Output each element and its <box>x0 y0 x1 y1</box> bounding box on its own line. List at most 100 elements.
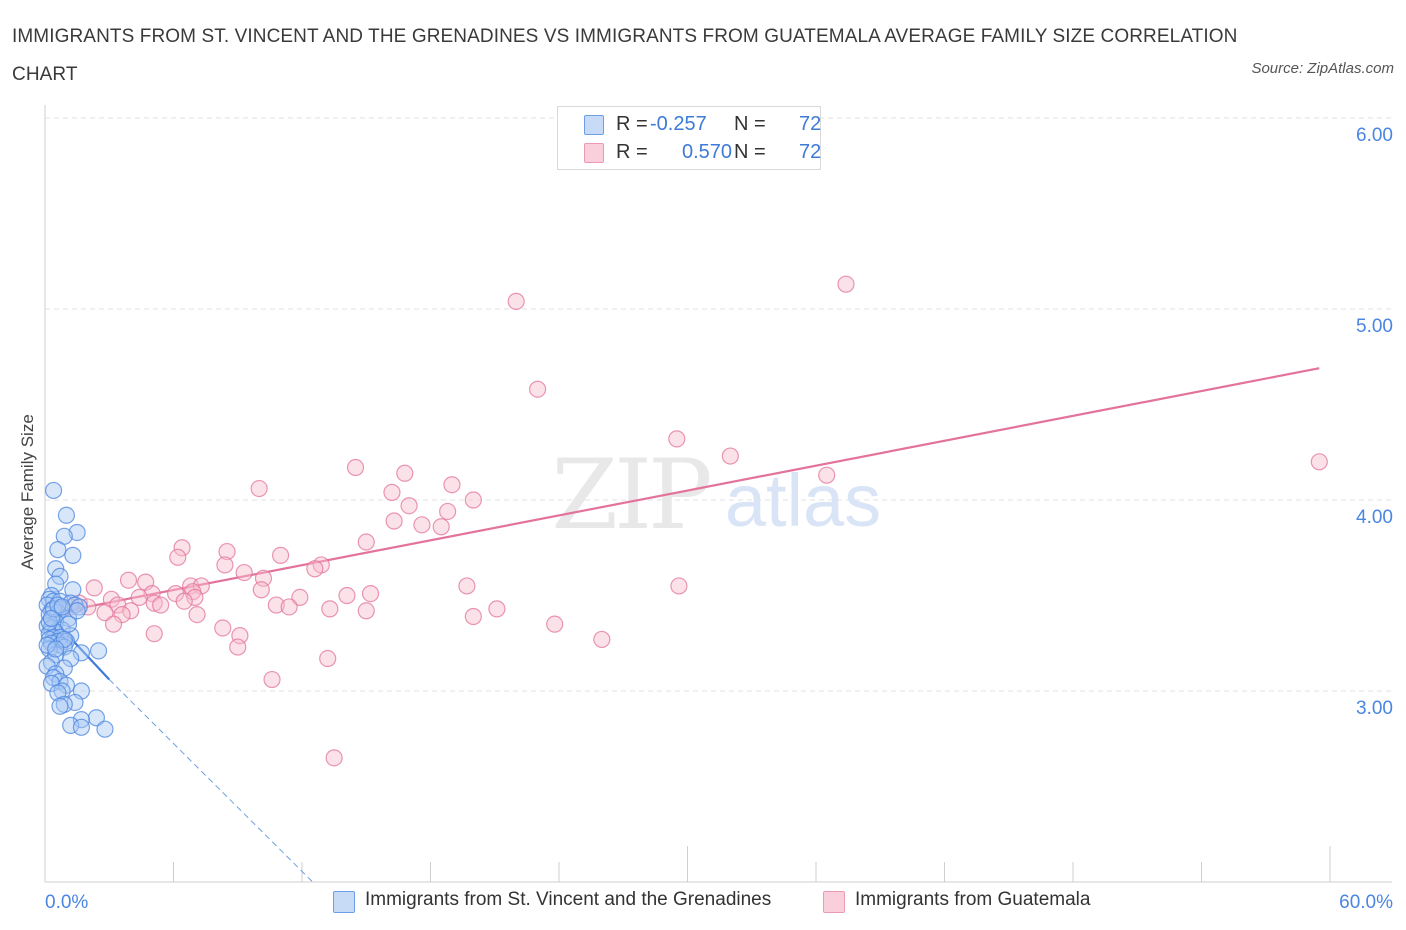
point-guatemala <box>130 588 148 607</box>
point-guatemala <box>670 577 688 595</box>
point-guatemala <box>291 588 309 607</box>
trend-line-guatemala <box>66 367 1320 612</box>
point-guatemala <box>96 604 114 622</box>
point-guatemala <box>263 670 281 689</box>
point-guatemala <box>593 630 611 649</box>
y-tick-label: 4.00 <box>1356 507 1393 528</box>
r-label: R = <box>616 113 648 135</box>
point-guatemala <box>668 430 686 448</box>
point-guatemala <box>175 592 193 610</box>
point-guatemala <box>145 594 163 612</box>
point-guatemala <box>400 497 418 515</box>
legend-swatch-blue <box>584 115 604 135</box>
r-value: -0.257 <box>650 113 707 135</box>
point-guatemala <box>250 479 268 498</box>
point-st-vincent <box>44 481 63 500</box>
point-guatemala <box>152 596 170 614</box>
point-guatemala <box>122 602 140 620</box>
point-guatemala <box>721 447 739 465</box>
point-st-vincent <box>51 697 69 715</box>
point-guatemala <box>507 292 525 310</box>
trend-line-st-vincent-extension <box>108 679 314 883</box>
y-tick-label: 5.00 <box>1356 316 1393 337</box>
point-guatemala <box>443 476 461 494</box>
r-label: R = <box>616 141 648 163</box>
point-guatemala <box>464 491 482 509</box>
point-st-vincent <box>96 720 114 738</box>
point-st-vincent <box>53 598 71 616</box>
point-guatemala <box>319 649 337 668</box>
point-st-vincent <box>62 716 80 734</box>
point-st-vincent <box>38 636 56 654</box>
point-guatemala <box>413 516 431 534</box>
point-st-vincent <box>87 709 106 727</box>
point-guatemala <box>235 563 253 582</box>
point-guatemala <box>546 615 564 633</box>
n-value: 72 <box>799 141 822 163</box>
point-guatemala <box>528 380 547 398</box>
legend-label: Immigrants from St. Vincent and the Gren… <box>365 889 772 910</box>
legend-swatch-pink <box>823 891 845 913</box>
point-guatemala <box>385 512 403 530</box>
axes <box>44 105 1392 883</box>
point-st-vincent <box>68 523 86 542</box>
point-guatemala <box>488 600 506 618</box>
legend-label: Immigrants from Guatemala <box>855 889 1091 910</box>
svg-text:atlas: atlas <box>725 459 881 542</box>
point-guatemala <box>85 579 103 597</box>
grid <box>45 117 1392 692</box>
svg-text:ZIP: ZIP <box>551 439 710 551</box>
point-st-vincent <box>59 615 78 633</box>
point-guatemala <box>186 588 204 607</box>
n-label: N = <box>734 141 766 163</box>
point-guatemala <box>396 464 414 482</box>
point-guatemala <box>361 584 380 603</box>
point-guatemala <box>119 571 138 589</box>
y-tick-label: 3.00 <box>1356 698 1393 719</box>
point-st-vincent <box>57 506 76 524</box>
point-guatemala <box>218 542 236 561</box>
point-guatemala <box>267 596 285 614</box>
trend-line-st-vincent <box>44 610 111 681</box>
tick-labels: 3.00 4.00 5.00 6.00 0.0% 60.0% <box>45 125 1393 913</box>
point-guatemala <box>188 605 206 624</box>
point-guatemala <box>145 625 163 643</box>
point-guatemala <box>357 533 375 551</box>
point-st-vincent <box>49 541 67 559</box>
source-label: Source: ZipAtlas.com <box>1251 60 1394 77</box>
y-tick-label: 6.00 <box>1356 125 1393 146</box>
point-guatemala <box>837 275 855 293</box>
point-guatemala <box>104 615 123 633</box>
point-guatemala <box>271 546 290 564</box>
point-guatemala <box>214 619 232 637</box>
point-st-vincent <box>72 718 91 736</box>
point-guatemala <box>325 749 343 767</box>
watermark: ZIP atlas <box>551 439 881 551</box>
legend-swatch-blue <box>333 891 355 913</box>
correlation-legend: R = -0.257 N = 72 R = 0.570 N = 72 <box>557 106 821 170</box>
point-guatemala <box>113 605 131 624</box>
point-st-vincent <box>62 649 80 668</box>
n-label: N = <box>734 113 766 135</box>
point-st-vincent <box>55 659 73 677</box>
point-st-vincent <box>89 642 108 660</box>
point-guatemala <box>383 483 401 501</box>
point-st-vincent <box>72 644 91 662</box>
point-guatemala <box>321 600 339 618</box>
trend-lines <box>44 367 1320 883</box>
x-tick-label: 60.0% <box>1339 892 1393 913</box>
point-guatemala <box>252 581 270 599</box>
point-guatemala <box>464 607 482 626</box>
x-tick-label: 0.0% <box>45 892 88 913</box>
point-guatemala <box>818 466 836 484</box>
point-st-vincent <box>64 546 82 564</box>
point-guatemala <box>169 548 187 566</box>
point-guatemala <box>439 502 457 521</box>
point-guatemala <box>173 539 191 557</box>
point-st-vincent <box>42 609 61 628</box>
point-guatemala <box>229 638 247 656</box>
point-st-vincent <box>68 602 86 620</box>
legend-swatch-pink <box>584 143 604 163</box>
chart-title: IMMIGRANTS FROM ST. VINCENT AND THE GREN… <box>12 26 1238 85</box>
